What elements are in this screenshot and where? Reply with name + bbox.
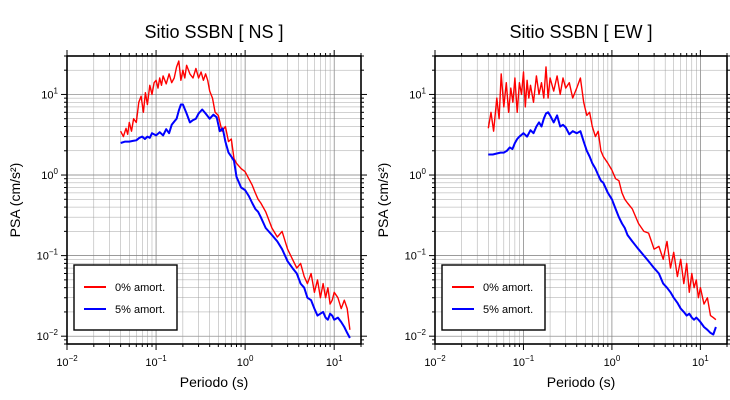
chart-panel-1: 10−2 10−1 100 101 10−2 10−1 100 101 Sitio SSBN [… [7,22,367,390]
y-tick-label: 101 [409,86,426,101]
legend-label: 5% amort. [115,304,165,316]
chart-panel-2: 10−2 10−1 100 101 10−2 10−1 100 101 Sitio SSBN [… [375,22,730,390]
y-tick-label: 101 [41,86,58,101]
legend-label: 0% amort. [115,282,165,294]
y-tick-label: 10−2 [405,328,427,343]
x-tick-label: 100 [604,354,621,369]
x-tick-label: 10−1 [145,354,167,369]
y-tick-label: 10−2 [37,328,59,343]
series-line-damping-5 [120,103,351,339]
series-line-damping-0 [487,66,717,321]
x-tick-label: 10−2 [56,354,78,369]
legend-box [441,264,546,331]
x-tick-label: 100 [237,354,254,369]
plot-frame [434,55,728,345]
y-tick-label: 100 [409,167,426,182]
chart-title: Sitio SSBN [ EW ] [509,22,652,42]
legend-box [73,264,178,331]
chart-title: Sitio SSBN [ NS ] [144,22,283,42]
series-line-damping-0 [119,60,351,330]
y-tick-label: 100 [41,167,58,182]
x-tick-label: 10−2 [424,354,446,369]
y-tick-label: 10−1 [405,248,427,263]
x-tick-label: 101 [326,354,343,369]
legend-label: 5% amort. [483,304,533,316]
legend-label: 0% amort. [483,282,533,294]
x-tick-label: 101 [692,354,709,369]
x-axis-label: Periodo (s) [180,374,248,390]
x-tick-label: 10−1 [513,354,535,369]
y-axis-label: PSA (cm/s²) [375,163,391,238]
legend: 0% amort. 5% amort. [441,264,546,331]
y-axis-label: PSA (cm/s²) [7,163,23,238]
plot-frame [66,55,362,345]
series-line-damping-5 [488,111,717,336]
legend: 0% amort. 5% amort. [73,264,178,331]
y-tick-label: 10−1 [37,248,59,263]
x-axis-label: Periodo (s) [547,374,615,390]
